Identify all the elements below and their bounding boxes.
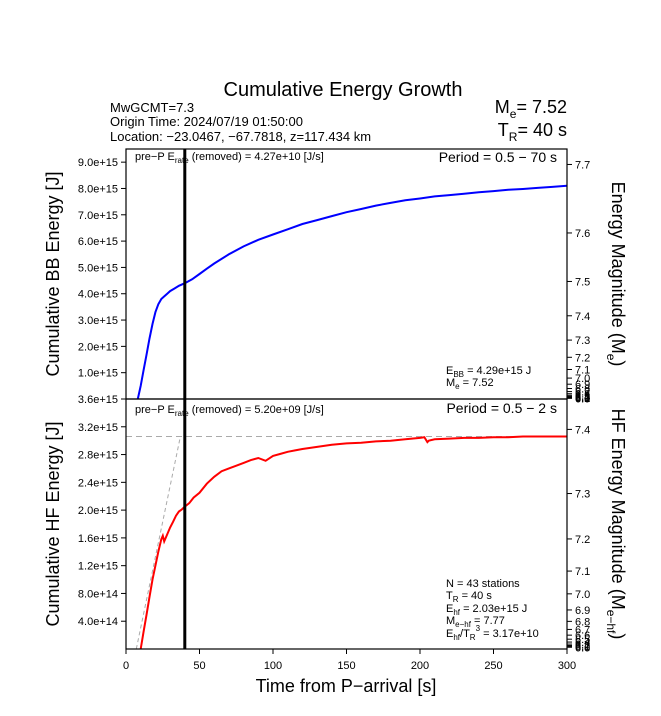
hf-annotation-stations: N = 43 stations — [446, 578, 520, 590]
bb-right-tick-label: 7.2 — [575, 352, 590, 364]
bb-right-tick-label: 6.9 — [575, 379, 590, 391]
bb-series-group — [136, 184, 568, 400]
header-mw: MwGCMT=7.3 — [110, 100, 194, 115]
bb-y-tick-label: 8.0e+15 — [78, 183, 118, 195]
bb-right-tick-label: 6.5 — [575, 390, 590, 402]
hf-right-tick-label: 6.9 — [575, 605, 590, 617]
bb-y-tick-label: 3.0e+15 — [78, 315, 118, 327]
hf-right-tick-label: 6.8 — [575, 616, 590, 628]
hf-y-tick-label: 4.0e+14 — [78, 616, 118, 628]
hf-right-tick-label: 6.7 — [575, 624, 590, 636]
bb-y-tick-label: 9.0e+15 — [78, 157, 118, 169]
hf-pre-p-note: pre−P Erate (removed) = 5.20e+09 [J/s] — [135, 404, 324, 418]
bb-right-tick-label: 6.1 — [575, 393, 590, 405]
bb-right-tick-label: 6.6 — [575, 389, 590, 401]
bb-annotation-ebb: EBB = 4.29e+15 J — [446, 365, 531, 379]
bb-right-tick-label: 6.2 — [575, 393, 590, 405]
hf-right-tick-label: 7.2 — [575, 534, 590, 546]
hf-right-tick-label: 6.0 — [575, 642, 590, 654]
x-axis: 0 50 100 150 200 250 300 — [123, 649, 576, 672]
bb-y-tick-label: 7.0e+15 — [78, 210, 118, 222]
bb-right-tick-label: 7.0 — [575, 373, 590, 385]
bb-panel: 1.0e+15 2.0e+15 3.0e+15 4.0e+15 5.0e+15 6.0e+… — [43, 148, 628, 405]
x-tick-label: 300 — [558, 660, 576, 672]
bb-left-axis: 1.0e+15 2.0e+15 3.0e+15 4.0e+15 5.0e+15 6.0e+… — [78, 157, 126, 380]
hf-right-ylabel: HF Energy Magnitude (Me−hf) — [604, 409, 628, 640]
bb-right-tick-label: 7.6 — [575, 228, 590, 240]
hf-reference-group — [126, 436, 567, 650]
chart-title: Cumulative Energy Growth — [224, 79, 463, 101]
hf-series-group — [139, 435, 567, 650]
hf-ylabel: Cumulative HF Energy [J] — [43, 421, 63, 626]
hf-y-tick-label: 1.6e+15 — [78, 533, 118, 545]
hf-right-axis: 6.06.16.26.36.46.56.66.76.86.9 7.0 7.1 7.2 7… — [567, 424, 590, 654]
bb-annotation-me: Me = 7.52 — [446, 377, 494, 391]
header-tr: TR= 40 s — [498, 120, 567, 144]
hf-annotation-tr: TR = 40 s — [446, 590, 492, 604]
header-origin-time: Origin Time: 2024/07/19 01:50:00 — [110, 114, 303, 129]
x-axis-label: Time from P−arrival [s] — [256, 676, 437, 696]
hf-right-tick-label: 6.4 — [575, 637, 590, 649]
bb-right-tick-label: 6.7 — [575, 387, 590, 399]
hf-period-label: Period = 0.5 − 2 s — [446, 400, 557, 416]
bb-pre-p-note: pre−P Erate (removed) = 4.27e+10 [J/s] — [135, 151, 324, 165]
hf-right-tick-label: 6.2 — [575, 641, 590, 653]
bb-ylabel: Cumulative BB Energy [J] — [43, 171, 63, 376]
header-location: Location: −23.0467, −67.7818, z=117.434 … — [110, 129, 371, 144]
header-me: Me= 7.52 — [495, 97, 567, 121]
hf-right-tick-label: 6.1 — [575, 642, 590, 654]
hf-y-tick-label: 2.8e+15 — [78, 450, 118, 462]
bb-right-tick-label: 6.3 — [575, 392, 590, 404]
hf-annotation-ehf: Ehf = 2.03e+15 J — [446, 603, 527, 617]
bb-y-tick-label: 1.0e+15 — [78, 368, 118, 380]
bb-y-tick-label: 5.0e+15 — [78, 262, 118, 274]
bb-right-tick-label: 6.4 — [575, 391, 590, 403]
hf-right-tick-label: 7.4 — [575, 424, 590, 436]
bb-right-tick-label: 6.8 — [575, 384, 590, 396]
hf-y-tick-label: 3.6e+15 — [78, 394, 118, 406]
x-tick-label: 50 — [193, 660, 205, 672]
bb-right-tick-label: 7.1 — [575, 364, 590, 376]
hf-series-line — [139, 435, 567, 650]
hf-left-axis: 4.0e+14 8.0e+14 1.2e+15 1.6e+15 2.0e+15 2.4e+… — [78, 394, 126, 628]
hf-right-tick-label: 6.3 — [575, 639, 590, 651]
bb-plot-frame — [125, 148, 568, 400]
bb-right-axis: 6.06.16.26.36.46.56.66.76.86.97.07.17.2 7… — [567, 159, 590, 405]
hf-annotation-mehf: Me−hf = 7.77 — [446, 615, 505, 629]
hf-panel: 4.0e+14 8.0e+14 1.2e+15 1.6e+15 2.0e+15 2.4e+… — [43, 394, 628, 654]
x-tick-label: 0 — [123, 660, 129, 672]
hf-y-tick-label: 2.0e+15 — [78, 505, 118, 517]
hf-right-tick-label: 6.6 — [575, 630, 590, 642]
hf-y-tick-label: 3.2e+15 — [78, 422, 118, 434]
x-tick-label: 150 — [337, 660, 355, 672]
x-tick-label: 200 — [411, 660, 429, 672]
hf-annotation-ratio: Ehf/TR3 = 3.17e+10 — [446, 624, 539, 642]
bb-right-tick-label: 7.5 — [575, 276, 590, 288]
bb-period-label: Period = 0.5 − 70 s — [439, 149, 557, 165]
hf-y-tick-label: 8.0e+14 — [78, 588, 118, 600]
x-tick-label: 100 — [264, 660, 282, 672]
bb-y-tick-label: 4.0e+15 — [78, 289, 118, 301]
bb-right-tick-label: 7.7 — [575, 159, 590, 171]
bb-right-ylabel: Energy Magnitude (Me) — [604, 182, 628, 367]
bb-right-tick-label: 7.4 — [575, 311, 590, 323]
bb-y-tick-label: 6.0e+15 — [78, 236, 118, 248]
bb-right-tick-label: 6.0 — [575, 393, 590, 405]
hf-right-tick-label: 7.0 — [575, 589, 590, 601]
hf-right-tick-label: 6.5 — [575, 634, 590, 646]
hf-right-tick-label: 7.3 — [575, 489, 590, 501]
hf-right-tick-label: 7.1 — [575, 566, 590, 578]
x-tick-label: 250 — [484, 660, 502, 672]
bb-series-line — [136, 184, 568, 400]
bb-right-tick-label: 7.3 — [575, 335, 590, 347]
hf-y-tick-label: 1.2e+15 — [78, 561, 118, 573]
hf-y-tick-label: 2.4e+15 — [78, 477, 118, 489]
hf-reference-slope-line — [135, 436, 181, 650]
bb-y-tick-label: 2.0e+15 — [78, 341, 118, 353]
